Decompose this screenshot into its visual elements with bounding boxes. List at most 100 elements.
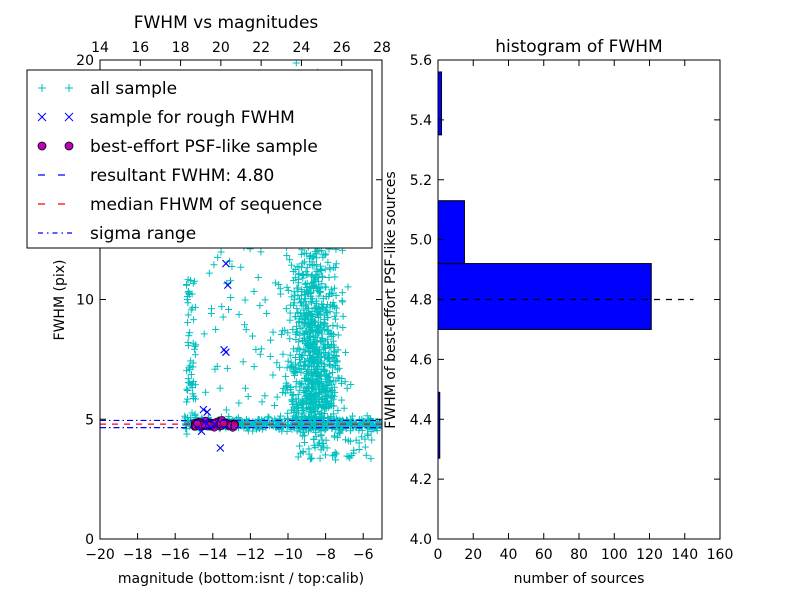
all-sample-point	[299, 406, 307, 414]
legend: all sample sample for rough FWHM best-effo…	[26, 69, 373, 249]
all-sample-point	[284, 409, 292, 417]
all-sample-point	[316, 357, 324, 365]
all-sample-point	[310, 392, 318, 400]
all-sample-point	[318, 266, 326, 274]
all-sample-point	[300, 306, 308, 314]
all-sample-point	[288, 400, 296, 408]
rough-fwhm-point	[203, 408, 212, 416]
all-sample-point	[310, 278, 318, 286]
all-sample-point	[284, 415, 292, 423]
all-sample-point	[315, 325, 323, 333]
all-sample-point	[266, 352, 274, 360]
all-sample-point	[189, 378, 197, 386]
top-x-tick-label: 16	[131, 40, 149, 56]
all-sample-point	[317, 446, 325, 454]
all-sample-point	[249, 332, 257, 340]
all-sample-point	[190, 316, 198, 324]
all-sample-point	[190, 345, 198, 353]
all-sample-point	[306, 310, 314, 318]
scatter-reference-lines	[100, 419, 382, 429]
all-sample-point	[298, 380, 306, 388]
histogram-bar	[437, 71, 443, 136]
x-tick-label: −18	[123, 547, 153, 563]
all-sample-point	[300, 337, 308, 345]
all-sample-points	[181, 60, 382, 464]
all-sample-point	[310, 436, 318, 444]
all-sample-point	[342, 348, 350, 356]
histogram-xlabel: number of sources	[514, 571, 645, 587]
histogram-ylabel: FWHM of best-effort PSF-like sources	[383, 171, 399, 428]
all-sample-point	[330, 348, 338, 356]
all-sample-point	[329, 354, 337, 362]
all-sample-point	[316, 318, 324, 326]
all-sample-point	[361, 435, 369, 443]
all-sample-point	[314, 287, 322, 295]
all-sample-point	[304, 289, 312, 297]
all-sample-point	[316, 311, 324, 319]
all-sample-point	[345, 453, 353, 461]
x-tick-label: −10	[273, 547, 303, 563]
all-sample-point	[299, 423, 307, 431]
all-sample-point	[330, 377, 338, 385]
all-sample-point	[311, 304, 319, 312]
all-sample-point	[183, 430, 191, 438]
all-sample-point	[307, 369, 315, 377]
all-sample-point	[286, 364, 294, 372]
all-sample-point	[321, 426, 329, 434]
all-sample-point	[300, 298, 308, 306]
all-sample-point	[183, 398, 191, 406]
all-sample-point	[308, 409, 316, 417]
all-sample-point	[330, 432, 338, 440]
all-sample-point	[344, 283, 352, 291]
all-sample-point	[332, 291, 340, 299]
y-tick-label: 20	[76, 53, 94, 69]
all-sample-point	[189, 390, 197, 398]
x-tick-label: 140	[671, 547, 698, 563]
all-sample-point	[325, 379, 333, 387]
all-sample-point	[250, 363, 258, 371]
x-tick-label: −20	[85, 547, 115, 563]
all-sample-point	[363, 423, 371, 431]
top-x-tick-label: 28	[373, 40, 391, 56]
x-tick-label: −14	[198, 547, 228, 563]
all-sample-point	[341, 378, 349, 386]
all-sample-point	[298, 270, 306, 278]
all-sample-point	[276, 363, 284, 371]
all-sample-point	[299, 412, 307, 420]
all-sample-point	[218, 303, 226, 311]
all-sample-point	[338, 297, 346, 305]
all-sample-point	[326, 386, 334, 394]
all-sample-point	[325, 351, 333, 359]
all-sample-point	[303, 341, 311, 349]
all-sample-point	[333, 358, 341, 366]
all-sample-point	[311, 407, 319, 415]
all-sample-point	[279, 350, 287, 358]
all-sample-point	[186, 276, 194, 284]
all-sample-point	[184, 311, 192, 319]
all-sample-point	[315, 439, 323, 447]
all-sample-point	[322, 372, 330, 380]
all-sample-point	[291, 371, 299, 379]
all-sample-point	[269, 328, 277, 336]
x-tick-label: 0	[434, 547, 443, 563]
all-sample-point	[239, 358, 247, 366]
all-sample-point	[361, 443, 369, 451]
all-sample-point	[364, 430, 372, 438]
all-sample-point	[304, 315, 312, 323]
all-sample-point	[332, 315, 340, 323]
all-sample-point	[184, 288, 192, 296]
y-tick-label: 4.6	[410, 352, 432, 368]
all-sample-point	[257, 345, 265, 353]
top-x-tick-label: 26	[333, 40, 351, 56]
all-sample-point	[292, 60, 300, 67]
legend-label: resultant FWHM: 4.80	[90, 166, 274, 186]
all-sample-point	[311, 282, 319, 290]
scatter-ticks: −20 −18 −16 −14 −12 −10 −8 −6 14 16 18 20 22 24 26 28 0 5…	[76, 40, 391, 563]
all-sample-point	[318, 327, 326, 335]
all-sample-point	[267, 336, 275, 344]
all-sample-point	[294, 410, 302, 418]
legend-box	[26, 69, 373, 249]
all-sample-point	[191, 342, 199, 350]
all-sample-point	[299, 399, 307, 407]
all-sample-point	[184, 299, 192, 307]
